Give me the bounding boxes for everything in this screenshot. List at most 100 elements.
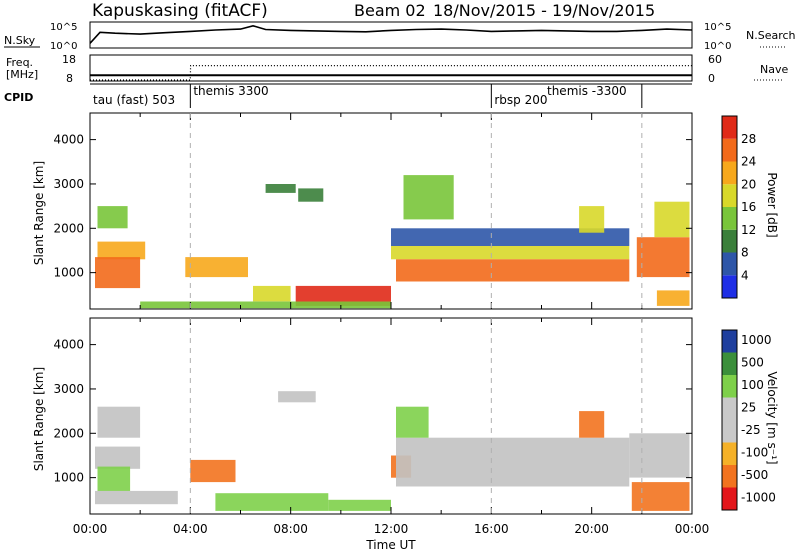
power-colorbar-tick: 24 [741,155,756,169]
power-colorbar-frame [721,115,738,299]
x-tick-label: 08:00 [273,522,308,536]
x-tick-label: 04:00 [173,522,208,536]
scatter-region [654,201,690,238]
scatter-region [97,241,146,260]
scatter-region [636,237,690,278]
power-colorbar-segment [722,184,737,207]
power-ylabel: Slant Range [km] [32,161,46,265]
nsky-left-tick-bottom: 10^0 [50,41,77,52]
scatter-region [95,446,141,469]
velocity-colorbar-segment [722,352,737,375]
power-colorbar-segment [722,138,737,162]
power-colorbar-label: Power [dB] [765,172,779,237]
scatter-region [403,175,454,220]
nsky-left-label: N.Sky [4,34,36,47]
cpid-segment-label: tau (fast) 503 [93,93,175,107]
beam-label: Beam 02 [354,1,426,20]
y-tick-label: 3000 [53,382,84,396]
scatter-region [190,459,236,483]
nsky-right-tick-bottom: 10^0 [704,41,731,52]
velocity-colorbar-tick: -25 [741,423,761,437]
scatter-region [97,406,141,438]
nave-label: Nave [760,63,788,76]
velocity-colorbar-tick: 500 [741,356,764,370]
scatter-region [391,228,630,246]
freq-panel: Freq. [MHz] 18 8 60 0 Nave [6,53,788,85]
velocity-colorbar-tick: 25 [741,401,756,415]
freq-right-tick-bottom: 0 [708,72,715,85]
nsky-panel: N.Sky 10^5 10^0 10^5 10^0 N.Search [4,21,796,52]
freq-label-top: Freq. [6,56,33,69]
power-colorbar-segment [722,275,737,298]
velocity-colorbar-segment [722,397,737,420]
velocity-colorbar-segment [722,420,737,443]
nave-line [90,64,692,81]
freq-left-tick-top: 18 [62,53,76,66]
velocity-colorbar-segment [722,465,737,488]
velocity-colorbar-tick: -500 [741,468,768,482]
velocity-ylabel: Slant Range [km] [32,367,46,471]
scatter-region [265,184,296,193]
scatter-region [579,411,605,438]
cpid-segment-label: rbsp 200 [494,93,547,107]
power-colorbar-segment [722,252,737,276]
velocity-colorbar-tick: 100 [741,378,764,392]
scatter-region [185,257,248,278]
scatter-region [215,493,329,511]
power-colorbar-tick: 16 [741,200,756,214]
scatter-region [97,206,128,229]
scatter-region [140,301,391,309]
station-title: Kapuskasing (fitACF) [92,1,268,21]
scatter-region [579,206,605,233]
velocity-colorbar-tick: 1000 [741,333,772,347]
velocity-colorbar-segment [722,375,737,398]
nsky-right-tick-top: 10^5 [704,22,731,33]
x-tick-label: 00:00 [73,522,108,536]
scatter-region [97,466,131,491]
x-tick-label: 00:00 [675,522,710,536]
cpid-segment-label: themis 3300 [193,84,268,98]
power-colorbar-segment [722,229,737,253]
y-tick-label: 2000 [53,426,84,440]
scatter-region [298,188,324,202]
y-tick-label: 3000 [53,177,84,191]
scatter-region [95,257,141,289]
cpid-panel: CPID tau (fast) 503 themis 3300 rbsp 200th… [4,83,692,108]
scatter-region [631,482,690,511]
velocity-colorbar-segment [722,330,737,353]
power-colorbar-segment [722,161,737,185]
power-colorbar-tick: 12 [741,223,756,237]
scatter-region [629,433,690,478]
power-colorbar-tick: 8 [741,246,749,260]
velocity-colorbar-tick: -1000 [741,491,776,505]
scatter-region [278,391,316,403]
time-axis-label: Time UT [365,538,416,552]
nsky-line [89,24,693,44]
cpid-segment-label: themis -3300 [547,84,627,98]
power-colorbar-tick: 4 [741,268,749,282]
scatter-region [396,406,429,438]
scatter-region [328,499,391,511]
x-tick-label: 12:00 [374,522,409,536]
scatter-region [396,259,630,282]
velocity-colorbar-segment [722,442,737,465]
y-tick-label: 4000 [53,338,84,352]
velocity-colorbar-tick: -100 [741,446,768,460]
x-tick-label: 16:00 [474,522,509,536]
power-panel: Slant Range [km] 1000 2000 3000 4000 4 8 12 16… [32,112,779,310]
x-tick-label: 20:00 [574,522,609,536]
freq-frame [89,54,693,82]
scatter-region [95,490,178,505]
y-tick-label: 4000 [53,133,84,147]
scatter-region [295,285,391,306]
power-colorbar-segment [722,116,737,139]
nsky-frame [89,21,693,49]
power-colorbar-tick: 28 [741,132,756,146]
velocity-colorbar-label: Velocity [m s⁻¹] [765,371,779,464]
y-tick-label: 1000 [53,266,84,280]
nsky-right-label: N.Search [746,29,796,42]
freq-label-bottom: [MHz] [6,68,38,81]
power-colorbar-segment [722,207,737,230]
y-tick-label: 2000 [53,221,84,235]
